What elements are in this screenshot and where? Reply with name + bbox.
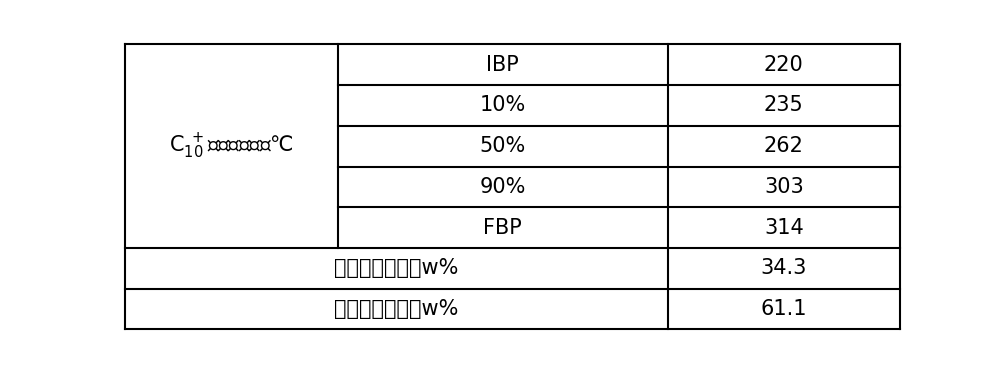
Text: 10%: 10%: [480, 95, 526, 115]
Text: 220: 220: [764, 55, 804, 75]
Text: 303: 303: [764, 177, 804, 197]
Text: 90%: 90%: [480, 177, 526, 197]
Text: IBP: IBP: [486, 55, 519, 75]
Text: 262: 262: [764, 136, 804, 156]
Text: 单环芳烃含量，w%: 单环芳烃含量，w%: [334, 258, 458, 278]
Text: 稠环芳烃含量，w%: 稠环芳烃含量，w%: [334, 299, 458, 319]
Text: 50%: 50%: [480, 136, 526, 156]
Text: 235: 235: [764, 95, 804, 115]
Text: FBP: FBP: [483, 218, 522, 238]
Text: 314: 314: [764, 218, 804, 238]
Text: 61.1: 61.1: [761, 299, 807, 319]
Text: $\rm C_{10}^{\ +}$重芳烃馏程，℃: $\rm C_{10}^{\ +}$重芳烃馏程，℃: [169, 131, 294, 161]
Text: 34.3: 34.3: [761, 258, 807, 278]
